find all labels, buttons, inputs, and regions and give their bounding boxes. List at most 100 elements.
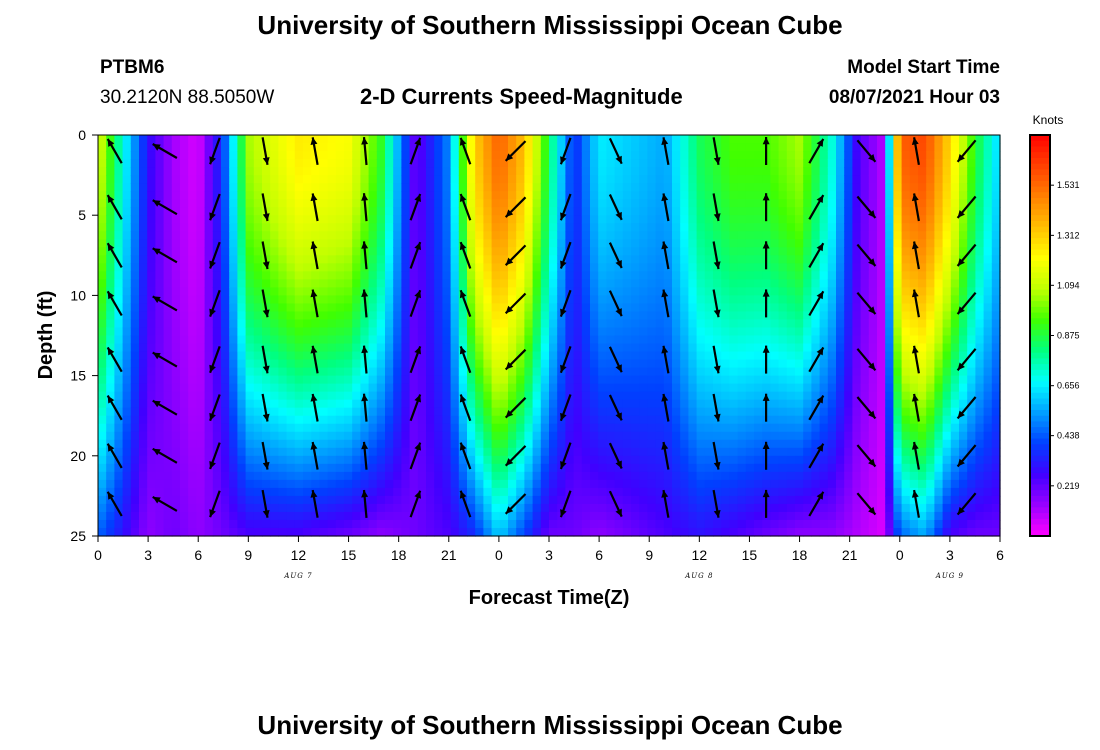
heatmap-cell — [581, 431, 591, 441]
heatmap-cell — [409, 167, 419, 176]
heatmap-cell — [827, 335, 837, 345]
heatmap-cell — [319, 391, 329, 401]
heatmap-cell — [631, 295, 640, 305]
heatmap-cell — [827, 135, 837, 144]
heatmap-cell — [475, 527, 484, 537]
heatmap-cell — [827, 143, 837, 152]
heatmap-cell — [368, 447, 378, 457]
heatmap-cell — [360, 511, 370, 521]
heatmap-cell — [639, 527, 648, 537]
heatmap-cell — [549, 383, 558, 393]
heatmap-cell — [778, 231, 788, 240]
heatmap-cell — [590, 407, 599, 417]
heatmap-cell — [663, 471, 673, 481]
heatmap-cell — [475, 303, 484, 313]
heatmap-cell — [622, 311, 632, 321]
heatmap-cell — [360, 223, 370, 232]
heatmap-cell — [401, 463, 411, 473]
heatmap-cell — [770, 303, 780, 313]
heatmap-cell — [311, 367, 320, 377]
heatmap-cell — [647, 359, 657, 369]
heatmap-cell — [836, 319, 845, 329]
heatmap-cell — [590, 415, 599, 425]
heatmap-cell — [229, 199, 238, 208]
heatmap-cell — [557, 295, 566, 305]
heatmap-cell — [631, 167, 640, 176]
heatmap-cell — [368, 135, 378, 144]
heatmap-cell — [139, 167, 148, 176]
heatmap-cell — [376, 431, 386, 441]
heatmap-cell — [672, 159, 681, 168]
heatmap-cell — [491, 247, 501, 256]
heatmap-cell — [745, 183, 755, 192]
heatmap-cell — [368, 479, 378, 489]
heatmap-cell — [540, 191, 550, 200]
heatmap-cell — [819, 527, 829, 537]
heatmap-cell — [877, 519, 886, 529]
heatmap-cell — [721, 255, 730, 264]
heatmap-cell — [663, 247, 673, 256]
heatmap-cell — [491, 431, 501, 441]
heatmap-cell — [237, 503, 247, 513]
heatmap-cell — [672, 135, 681, 144]
heatmap-cell — [303, 183, 312, 192]
heatmap-cell — [499, 471, 509, 481]
heatmap-cell — [253, 239, 263, 248]
heatmap-cell — [836, 207, 845, 216]
heatmap-cell — [139, 503, 148, 513]
heatmap-cell — [598, 495, 607, 505]
heatmap-cell — [655, 159, 665, 168]
heatmap-cell — [565, 335, 575, 345]
heatmap-cell — [778, 191, 788, 200]
heatmap-cell — [245, 359, 255, 369]
heatmap-cell — [745, 455, 755, 465]
heatmap-cell — [581, 391, 591, 401]
heatmap-cell — [450, 455, 460, 465]
heatmap-cell — [188, 271, 197, 280]
heatmap-cell — [860, 431, 870, 441]
heatmap-cell — [483, 247, 493, 256]
heatmap-cell — [606, 519, 616, 529]
heatmap-cell — [426, 183, 435, 192]
heatmap-cell — [434, 191, 443, 200]
heatmap-cell — [877, 279, 886, 288]
heatmap-cell — [294, 199, 304, 208]
heatmap-cell — [467, 319, 476, 329]
heatmap-cell — [393, 183, 402, 192]
heatmap-cell — [713, 447, 722, 457]
heatmap-cell — [877, 287, 886, 296]
heatmap-cell — [745, 247, 755, 256]
heatmap-cell — [122, 383, 132, 393]
heatmap-cell — [811, 271, 821, 280]
heatmap-cell — [319, 159, 329, 168]
heatmap-cell — [303, 311, 312, 321]
heatmap-cell — [114, 175, 124, 184]
heatmap-cell — [893, 511, 903, 521]
heatmap-cell — [590, 423, 599, 433]
heatmap-cell — [672, 311, 681, 321]
heatmap-cell — [836, 447, 845, 457]
heatmap-cell — [729, 279, 739, 288]
heatmap-cell — [893, 367, 903, 377]
heatmap-cell — [155, 527, 165, 537]
heatmap-cell — [573, 527, 583, 537]
heatmap-cell — [573, 447, 583, 457]
heatmap-cell — [483, 191, 493, 200]
heatmap-cell — [680, 239, 689, 248]
heatmap-cell — [557, 343, 566, 353]
heatmap-cell — [204, 383, 214, 393]
heatmap-cell — [253, 287, 263, 296]
heatmap-cell — [524, 207, 534, 216]
heatmap-cell — [303, 327, 312, 337]
heatmap-cell — [581, 487, 591, 497]
heatmap-cell — [253, 455, 263, 465]
heatmap-cell — [450, 191, 460, 200]
heatmap-cell — [278, 295, 288, 305]
heatmap-cell — [458, 407, 468, 417]
heatmap-cell — [606, 335, 616, 345]
heatmap-cell — [885, 135, 894, 144]
heatmap-cell — [286, 519, 296, 529]
heatmap-cell — [335, 231, 345, 240]
heatmap-cell — [171, 479, 181, 489]
heatmap-cell — [212, 167, 222, 176]
